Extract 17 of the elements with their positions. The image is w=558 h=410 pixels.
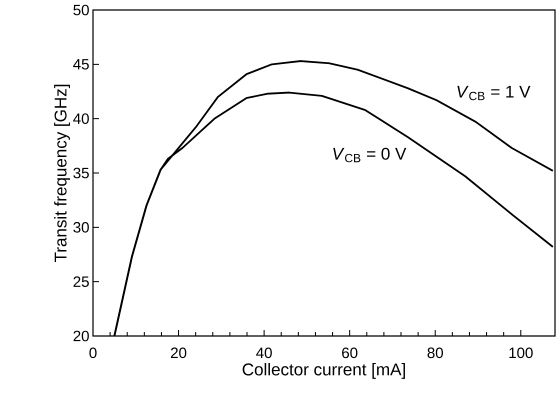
x-tick-label: 20	[170, 348, 186, 358]
y-tick-label: 25	[74, 276, 89, 287]
y-axis-title: Transit frequency [GHz]	[54, 84, 70, 262]
y-tick-label: 20	[74, 330, 89, 342]
series-label: V$_{CB}$ = 1 V	[457, 86, 530, 100]
series-label: V$_{CB}$ = 0 V	[333, 148, 406, 162]
y-tick-label: 45	[73, 59, 89, 70]
x-tick-label: 100	[509, 348, 533, 358]
y-tick-label: 40	[73, 113, 89, 124]
x-tick-label: 80	[428, 348, 443, 358]
y-tick-label: 50	[73, 4, 89, 16]
x-axis-title: Collector current [mA]	[242, 362, 405, 379]
y-tick-label: 35	[73, 168, 89, 178]
x-tick-label: 0	[89, 348, 97, 358]
x-tick-label: 60	[342, 348, 358, 358]
y-tick-label: 30	[73, 222, 89, 233]
x-tick-label: 40	[256, 348, 272, 358]
